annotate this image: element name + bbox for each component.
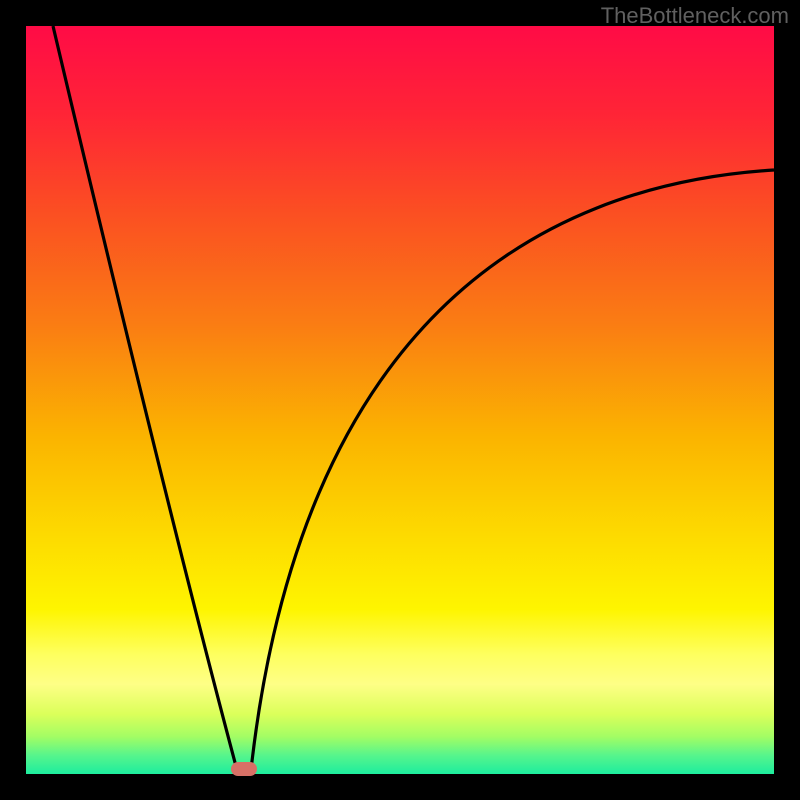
minimum-marker xyxy=(231,762,257,776)
watermark-text: TheBottleneck.com xyxy=(601,3,789,29)
gradient-background xyxy=(26,26,774,774)
chart-root: TheBottleneck.com xyxy=(0,0,800,800)
